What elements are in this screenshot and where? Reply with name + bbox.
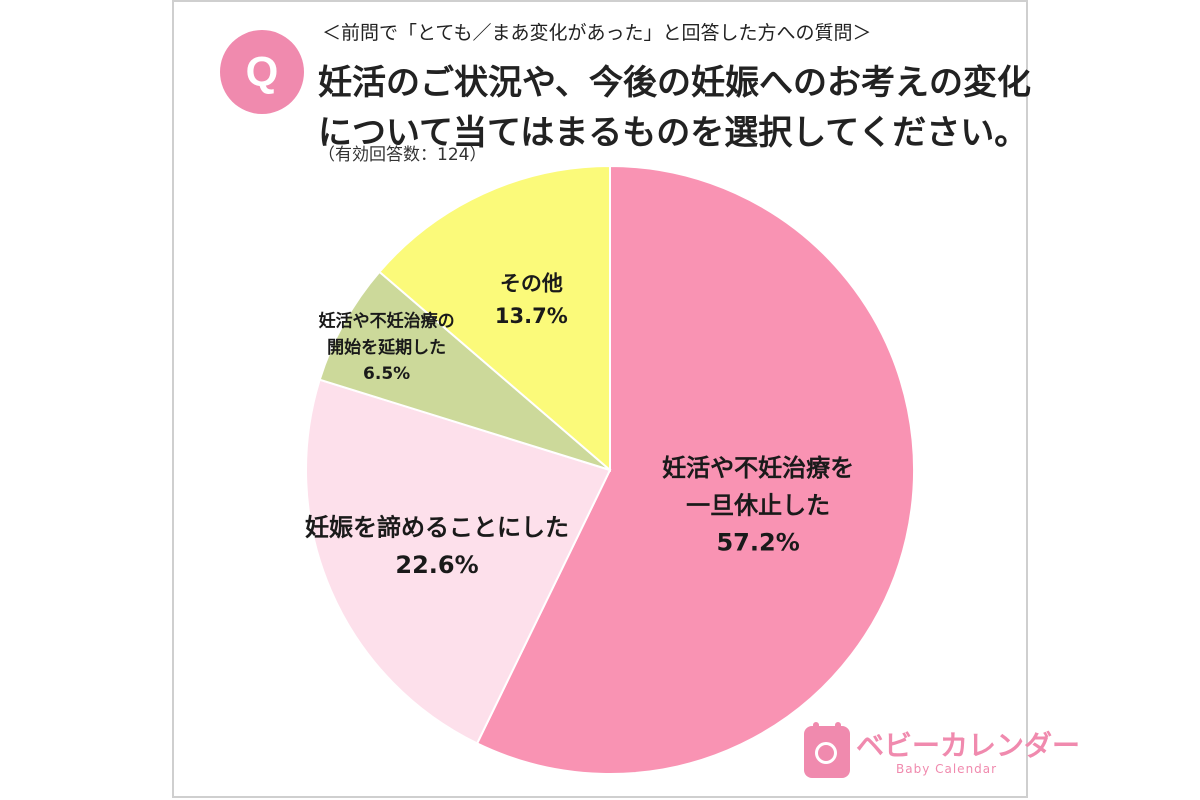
slice-label-1-0: 妊娠を諦めることにした [305, 514, 569, 542]
question-badge: Q [220, 30, 304, 114]
pie-slice-0 [475, 164, 915, 775]
pie-slice-3 [378, 164, 611, 473]
slice-value-3: 13.7% [495, 304, 568, 328]
question-line-1: 妊活のご状況や、今後の妊娠へのお考えの変化 [318, 63, 1031, 103]
question-context: ＜前問で「とても／まあ変化があった」と回答した方への質問＞ [322, 22, 872, 44]
question-line-2: について当てはまるものを選択してください。 [318, 113, 1029, 153]
question-title: 妊活のご状況や、今後の妊娠へのお考えの変化 について当てはまるものを選択してくだ… [318, 58, 1031, 158]
brand-logo: ベビーカレンダー Baby Calendar [804, 722, 1080, 788]
logo-name: ベビーカレンダー [856, 729, 1081, 762]
answer-count: （有効回答数：124） [318, 145, 487, 165]
slice-label-0-1: 一旦休止した [686, 491, 830, 519]
slice-value-2: 6.5% [363, 364, 410, 384]
slice-value-1: 22.6% [395, 551, 478, 579]
slice-label-2-0: 妊活や不妊治療の [319, 311, 455, 332]
logo-subtitle: Baby Calendar [896, 762, 998, 776]
slice-value-0: 57.2% [716, 529, 799, 557]
pie-slice-2 [318, 270, 611, 471]
calendar-baby-icon [804, 722, 850, 778]
slice-label-3-0: その他 [500, 272, 563, 296]
slice-label-2-1: 開始を延期した [327, 337, 446, 358]
pie-slice-1 [305, 378, 612, 745]
slice-label-0-0: 妊活や不妊治療を [662, 454, 854, 482]
